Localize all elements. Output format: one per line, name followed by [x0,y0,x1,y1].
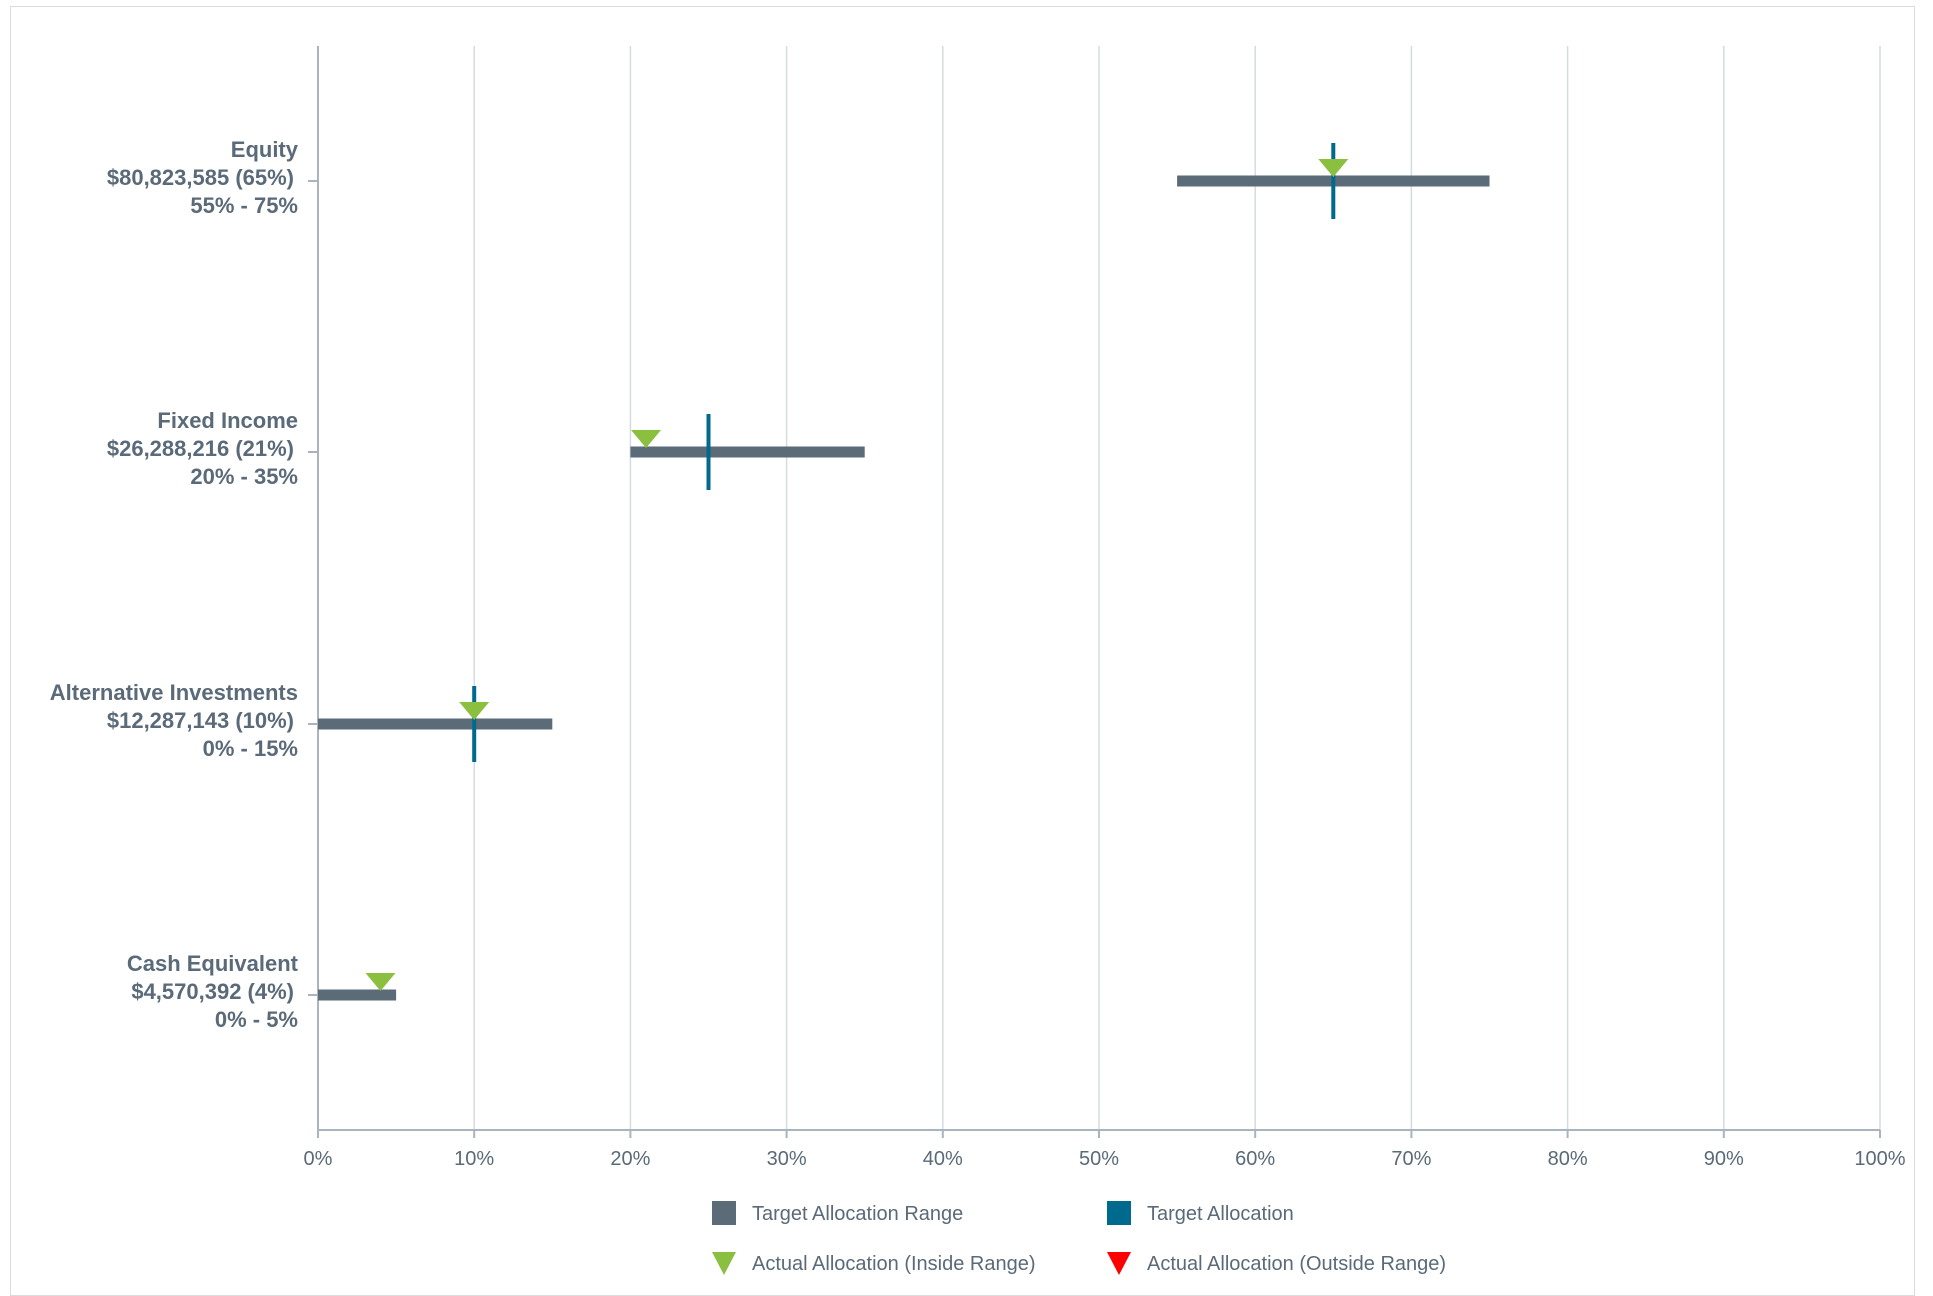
category-amount: $26,288,216 (21%) [107,436,294,461]
x-tick-label: 50% [1079,1148,1119,1170]
legend-swatch-2 [712,1252,736,1275]
legend-swatch-1 [1107,1201,1131,1225]
legend-label-2: Actual Allocation (Inside Range) [752,1253,1036,1275]
x-tick-label: 90% [1704,1148,1744,1170]
legend-swatch-3 [1107,1252,1131,1275]
category-range: 55% - 75% [190,193,298,218]
legend-label-0: Target Allocation Range [752,1203,963,1225]
legend: Target Allocation Range Target Allocation… [712,1201,1446,1275]
category-range: 20% - 35% [190,464,298,489]
x-tick-label: 0% [304,1148,333,1170]
category-amount: $4,570,392 (4%) [131,979,294,1004]
target-marker-2 [472,686,477,762]
x-tick-label: 20% [610,1148,650,1170]
category-labels: Equity $80,823,585 (65%) 55% - 75% Fixed In… [50,137,299,1032]
range-bar-2 [318,718,553,730]
target-marker-0 [1331,143,1336,219]
category-range: 0% - 15% [203,736,298,761]
x-tick-labels: 0% 10% 20% 30% 40% 50% 60% 70% 80% 90% 100% [304,1148,1906,1170]
category-range: 0% - 5% [215,1007,298,1032]
category-amount: $80,823,585 (65%) [107,165,294,190]
range-bar-3 [318,989,397,1001]
x-tick-label: 30% [767,1148,807,1170]
actual-marker-0 [1318,159,1349,177]
category-name: Equity [231,137,299,162]
category-name: Cash Equivalent [127,951,299,976]
legend-swatch-0 [712,1201,736,1225]
category-name: Alternative Investments [50,680,298,705]
legend-label-1: Target Allocation [1147,1203,1294,1225]
x-tick-label: 80% [1548,1148,1588,1170]
chart-marks [318,143,1490,1001]
legend-label-3: Actual Allocation (Outside Range) [1147,1253,1446,1275]
x-tick-label: 100% [1854,1148,1905,1170]
range-bar-1 [630,446,865,458]
grid-lines [473,46,1881,1130]
x-tick-label: 60% [1235,1148,1275,1170]
category-name: Fixed Income [157,408,298,433]
x-tick-label: 10% [454,1148,494,1170]
axes [308,46,1881,1138]
actual-marker-3 [365,973,396,991]
actual-marker-2 [459,702,490,720]
x-tick-label: 70% [1391,1148,1431,1170]
target-marker-1 [706,414,711,490]
actual-marker-1 [631,430,662,448]
category-amount: $12,287,143 (10%) [107,708,294,733]
x-tick-label: 40% [923,1148,963,1170]
